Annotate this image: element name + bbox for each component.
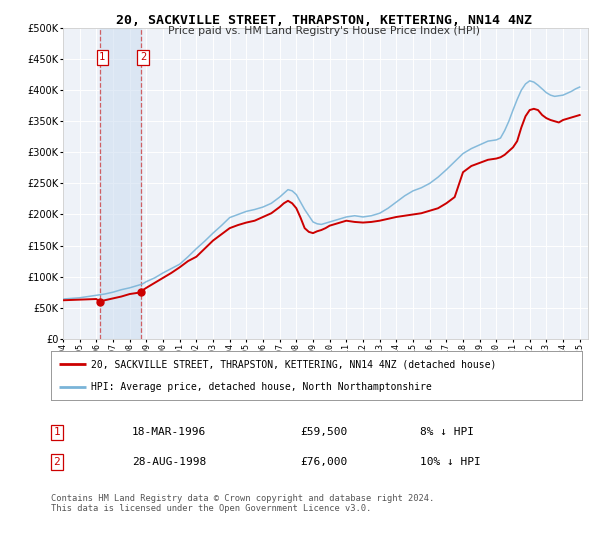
Text: 1: 1	[53, 427, 61, 437]
Text: HPI: Average price, detached house, North Northamptonshire: HPI: Average price, detached house, Nort…	[91, 382, 431, 392]
Text: 1: 1	[99, 52, 106, 62]
Text: £59,500: £59,500	[300, 427, 347, 437]
Text: 10% ↓ HPI: 10% ↓ HPI	[420, 457, 481, 467]
Text: Contains HM Land Registry data © Crown copyright and database right 2024.
This d: Contains HM Land Registry data © Crown c…	[51, 494, 434, 514]
Bar	[100, 28, 140, 339]
Text: 20, SACKVILLE STREET, THRAPSTON, KETTERING, NN14 4NZ: 20, SACKVILLE STREET, THRAPSTON, KETTERI…	[116, 14, 532, 27]
Text: 8% ↓ HPI: 8% ↓ HPI	[420, 427, 474, 437]
Text: 18-MAR-1996: 18-MAR-1996	[132, 427, 206, 437]
Text: 2: 2	[53, 457, 61, 467]
Text: 2: 2	[140, 52, 146, 62]
Bar	[63, 28, 100, 339]
Text: 28-AUG-1998: 28-AUG-1998	[132, 457, 206, 467]
Text: £76,000: £76,000	[300, 457, 347, 467]
Text: 20, SACKVILLE STREET, THRAPSTON, KETTERING, NN14 4NZ (detached house): 20, SACKVILLE STREET, THRAPSTON, KETTERI…	[91, 360, 496, 370]
Text: Price paid vs. HM Land Registry's House Price Index (HPI): Price paid vs. HM Land Registry's House …	[168, 26, 480, 36]
